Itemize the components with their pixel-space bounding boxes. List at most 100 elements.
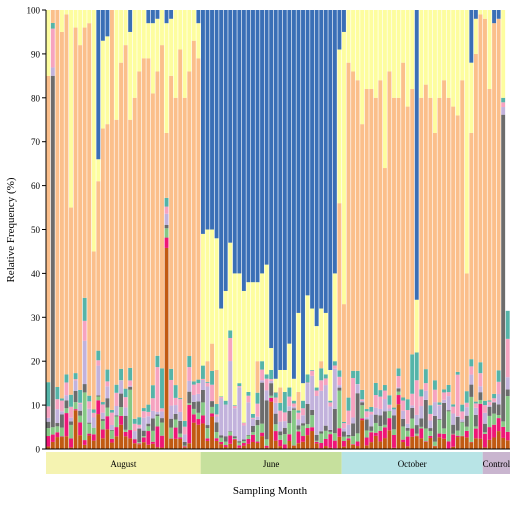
y-tick-label: 20	[31, 357, 41, 367]
bar-segment-lavender	[92, 418, 96, 428]
bar-segment-peach	[51, 10, 55, 23]
bar-segment-blue	[151, 10, 155, 23]
bar-segment-peach	[165, 133, 169, 198]
bar-segment-magenta	[483, 434, 487, 447]
bar-segment-lavender	[415, 415, 419, 425]
bar-segment-pink	[256, 404, 260, 417]
bar-63	[328, 10, 332, 449]
bar-segment-lavender	[378, 409, 382, 415]
bar-segment-pink	[347, 411, 351, 425]
bar-segment-brown	[415, 436, 419, 449]
bar-segment-yellow	[260, 273, 264, 361]
bar-segment-teal	[119, 369, 123, 381]
bar-76	[387, 10, 391, 449]
bar-segment-yellow	[233, 273, 237, 405]
bar-segment-yellow	[333, 273, 337, 361]
bar-segment-gray	[501, 115, 505, 422]
bar-segment-green	[274, 424, 278, 431]
bar-segment-blue	[337, 10, 341, 50]
bar-segment-green	[55, 426, 59, 432]
bar-segment-peach	[215, 370, 219, 404]
bar-segment-gray	[297, 425, 301, 429]
bar-segment-pink	[155, 367, 159, 412]
bar-segment-pink	[165, 207, 169, 214]
bar-segment-green	[187, 403, 191, 405]
bar-segment-teal	[137, 417, 141, 424]
bar-19	[128, 10, 132, 449]
bar-segment-teal	[78, 390, 82, 403]
bar-segment-brown	[219, 444, 223, 449]
bar-segment-pink	[397, 376, 401, 387]
bar-46	[251, 10, 255, 449]
bar-segment-peach	[460, 80, 464, 404]
bar-segment-lavender	[406, 424, 410, 428]
bar-segment-green	[174, 420, 178, 428]
bar-segment-yellow	[87, 10, 91, 23]
bar-segment-teal	[483, 401, 487, 405]
bar-segment-peach	[65, 14, 69, 374]
bar-segment-green	[283, 434, 287, 444]
bar-segment-magenta	[101, 430, 105, 439]
bar-segment-yellow	[406, 10, 410, 107]
bar-segment-green	[96, 397, 100, 401]
bar-segment-pink	[246, 396, 250, 403]
bar-segment-pink	[456, 375, 460, 416]
bar-segment-peach	[469, 133, 473, 359]
bar-segment-teal	[92, 410, 96, 413]
bar-segment-lavender	[433, 402, 437, 416]
bar-segment-teal	[55, 387, 59, 399]
bar-segment-lavender	[369, 414, 373, 426]
bar-62	[324, 10, 328, 449]
bar-segment-gray	[87, 423, 91, 424]
bar-1	[46, 10, 50, 449]
bar-segment-blue	[196, 10, 200, 23]
bar-segment-brown	[424, 442, 428, 449]
bar-segment-magenta	[242, 443, 246, 446]
bar-segment-magenta	[265, 446, 269, 448]
bar-segment-peach	[151, 93, 155, 385]
bar-segment-magenta	[146, 431, 150, 445]
bar-segment-brown	[387, 430, 391, 449]
bar-segment-blue	[237, 10, 241, 273]
bar-segment-green	[369, 431, 373, 432]
bar-segment-yellow	[451, 10, 455, 107]
bar-segment-green	[447, 411, 451, 441]
bar-segment-lavender	[206, 386, 210, 425]
bar-segment-peach	[278, 388, 282, 403]
bar-55	[292, 10, 296, 449]
bar-segment-lavender	[201, 380, 205, 390]
bar-segment-gray	[137, 429, 141, 442]
bar-segment-magenta	[196, 419, 200, 425]
bar-segment-peach	[451, 107, 455, 405]
bar-segment-peach	[478, 14, 482, 362]
bar-segment-yellow	[387, 10, 391, 71]
bar-segment-green	[196, 413, 200, 419]
bar-segment-gray	[215, 422, 219, 432]
bar-80	[406, 10, 410, 449]
bar-42	[233, 10, 237, 449]
bar-segment-brown	[469, 442, 473, 449]
bar-segment-green	[433, 442, 437, 446]
bar-segment-pink	[228, 338, 232, 361]
bar-segment-brown	[306, 435, 310, 449]
bar-segment-green	[492, 414, 496, 425]
bar-segment-teal	[269, 370, 273, 379]
bar-segment-gray	[451, 425, 455, 434]
bar-segment-blue	[224, 10, 228, 291]
bar-segment-pink	[315, 391, 319, 397]
bar-segment-green	[347, 437, 351, 439]
bar-segment-brown	[146, 445, 150, 449]
bar-segment-gray	[356, 393, 360, 433]
bar-segment-teal	[492, 394, 496, 398]
bar-segment-brown	[506, 440, 510, 449]
bar-segment-magenta	[506, 432, 510, 440]
bar-segment-teal	[410, 354, 414, 393]
bar-segment-lavender	[297, 419, 301, 425]
bar-segment-lavender	[301, 415, 305, 423]
bar-segment-yellow	[474, 19, 478, 54]
bar-segment-gray	[105, 398, 109, 407]
bar-segment-peach	[142, 58, 146, 408]
bar-segment-blue	[315, 10, 319, 326]
